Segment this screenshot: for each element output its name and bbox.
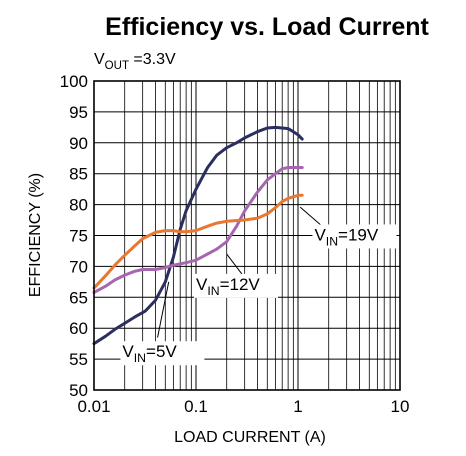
y-axis-label: EFFICIENCY (%) bbox=[27, 173, 44, 297]
grid bbox=[94, 81, 400, 390]
y-tick-label-6: 80 bbox=[69, 196, 88, 215]
y-tick-label-5: 75 bbox=[69, 227, 88, 246]
series-line-vin5 bbox=[92, 125, 304, 346]
series-label-vin19: VIN=19V bbox=[314, 225, 378, 248]
leader-line-vin5 bbox=[157, 281, 170, 338]
y-tick-label-2: 60 bbox=[69, 319, 88, 338]
label-bg-vin19 bbox=[312, 224, 397, 249]
x-tick-label-2: 1 bbox=[293, 397, 302, 416]
series-line-vin12 bbox=[92, 166, 304, 294]
y-tick-label-1: 55 bbox=[69, 350, 88, 369]
plot-frame bbox=[93, 80, 401, 391]
y-tick-label-8: 90 bbox=[69, 134, 88, 153]
series-annotations: VIN=19V VIN=12V VIN=5V bbox=[120, 206, 397, 366]
y-tick-label-4: 70 bbox=[69, 257, 88, 276]
y-tick-label-10: 100 bbox=[60, 72, 88, 91]
y-tick-label-7: 85 bbox=[69, 165, 88, 184]
tick-labels: 50 55 60 65 70 75 80 85 90 95 100 0.01 0.1 1 10 bbox=[60, 72, 410, 416]
x-axis-label: LOAD CURRENT (A) bbox=[174, 429, 326, 446]
label-bg-vin12 bbox=[194, 273, 278, 298]
leader-line-vin12 bbox=[226, 253, 244, 276]
chart-title: Efficiency vs. Load Current bbox=[105, 13, 429, 41]
series-label-vin12: VIN=12V bbox=[196, 275, 260, 298]
series-lines bbox=[92, 125, 304, 346]
x-tick-label-0: 0.01 bbox=[77, 397, 110, 416]
x-tick-label-3: 10 bbox=[391, 397, 410, 416]
y-tick-label-3: 65 bbox=[69, 288, 88, 307]
x-tick-label-1: 0.1 bbox=[184, 397, 208, 416]
series-label-vin5: VIN=5V bbox=[122, 342, 177, 365]
y-tick-label-9: 95 bbox=[69, 103, 88, 122]
leader-line-vin19 bbox=[299, 206, 322, 226]
series-line-vin19 bbox=[92, 193, 304, 290]
label-bg-vin5 bbox=[120, 341, 205, 366]
chart-subtitle: VOUT =3.3V bbox=[94, 51, 176, 72]
y-tick-label-0: 50 bbox=[69, 381, 88, 400]
